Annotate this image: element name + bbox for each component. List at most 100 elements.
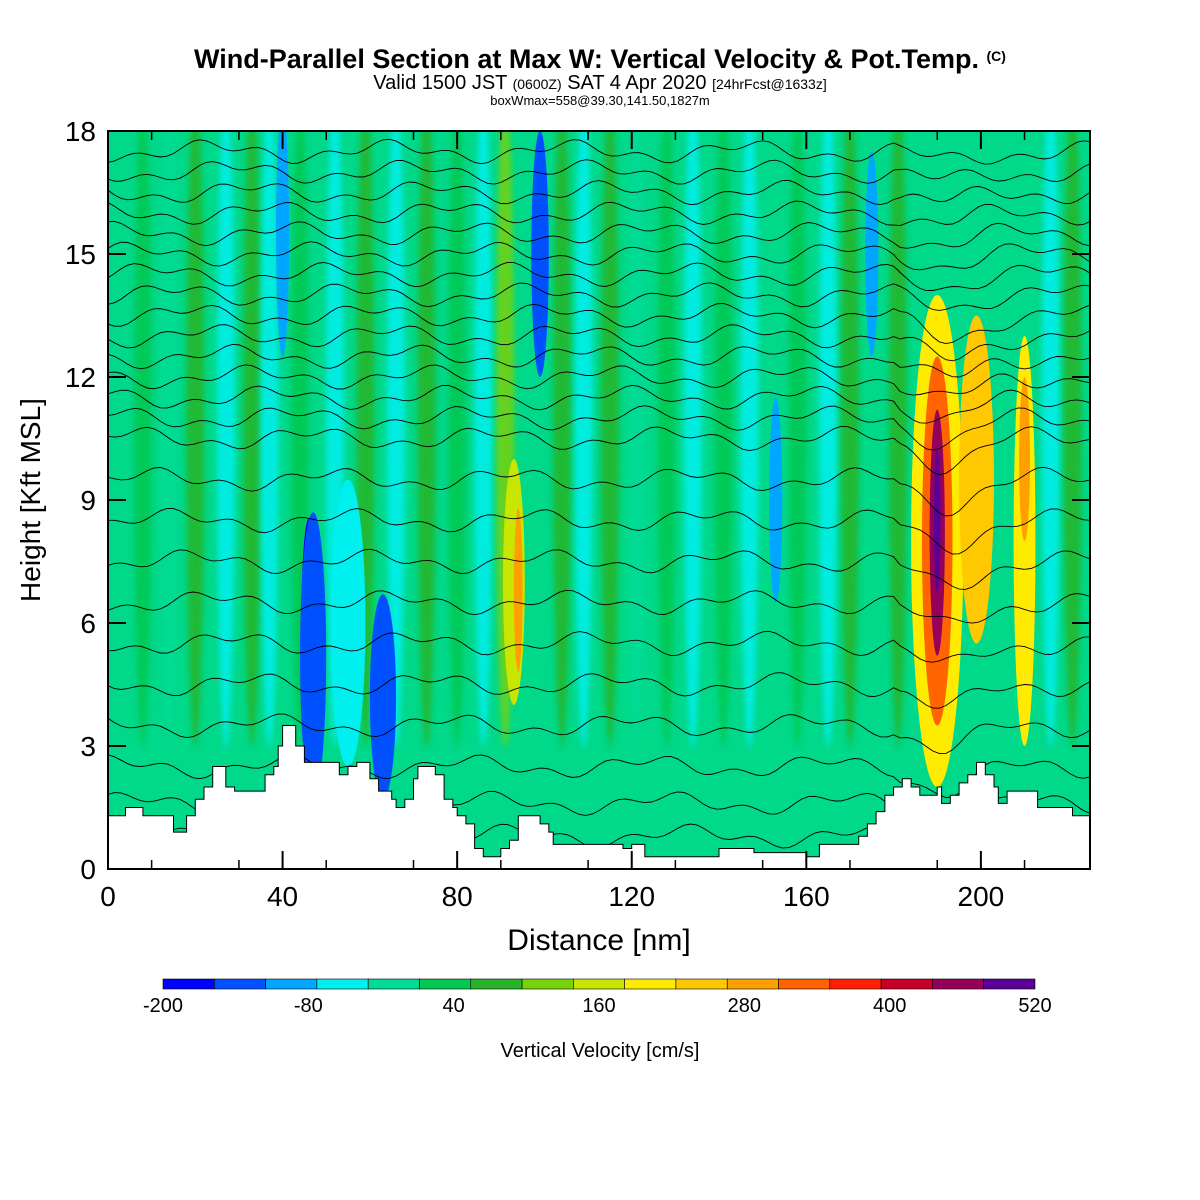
colorbar-label: Vertical Velocity [cm/s] [501, 1040, 700, 1062]
velocity-stripe [1063, 131, 1082, 748]
colorbar-swatch [470, 978, 523, 990]
forecast-info: [24hrFcst@1633z] [712, 76, 827, 92]
colorbar [162, 978, 1036, 990]
isentrope-line [108, 282, 1090, 311]
y-tick-label: 9 [80, 485, 96, 516]
isentrope-line [108, 672, 1090, 709]
colorbar-tick-label: 40 [443, 995, 465, 1017]
valid-utc: (0600Z) [512, 76, 562, 92]
y-tick-label: 18 [65, 116, 96, 147]
velocity-stripe [714, 131, 733, 748]
isentrope-line [108, 405, 1090, 451]
x-tick-label: 120 [608, 881, 655, 912]
velocity-cell [1019, 377, 1030, 541]
velocity-stripe [417, 131, 436, 748]
isentrope-line [108, 343, 1090, 378]
colorbar-swatch [265, 978, 318, 990]
velocity-stripe [133, 131, 152, 748]
velocity-cell [513, 508, 523, 673]
velocity-stripe [740, 131, 759, 748]
copyright-mark: (C) [986, 48, 1006, 64]
isentrope-line [108, 466, 1090, 517]
terrain-mask [108, 725, 1090, 869]
isentrope-line [108, 159, 1090, 185]
colorbar-swatch [778, 978, 831, 990]
isentrope-line [108, 138, 1090, 165]
y-tick-label: 0 [80, 854, 96, 885]
velocity-stripe [243, 131, 262, 748]
plot-area [108, 131, 1090, 869]
velocity-stripe [840, 131, 859, 748]
velocity-stripe [160, 131, 179, 748]
velocity-cell [959, 315, 994, 644]
colorbar-swatch [880, 978, 933, 990]
velocity-stripe [474, 131, 493, 748]
isentrope-line [108, 713, 1090, 755]
isentrope-line [108, 200, 1090, 227]
isentrope-line [108, 753, 1090, 798]
velocity-features [276, 131, 1036, 800]
velocity-stripe [600, 131, 619, 748]
isentrope-line [108, 220, 1090, 249]
colorbar-swatch [162, 978, 215, 990]
colorbar-swatch [316, 978, 369, 990]
colorbar-swatch [675, 978, 728, 990]
colorbar-tick-label: -80 [294, 995, 323, 1017]
velocity-cell [865, 151, 879, 357]
chart-title-text: Wind-Parallel Section at Max W: Vertical… [194, 44, 979, 74]
y-axis-ticks: 0 3 6 9 12 15 18 [65, 116, 1090, 885]
colorbar-swatch [521, 978, 574, 990]
isentrope-line [108, 425, 1090, 476]
x-axis-label: Distance [nm] [507, 924, 690, 957]
velocity-cell [769, 397, 783, 603]
box-max-info: boxWmax=558@39.30,141.50,1827m [490, 93, 710, 108]
isentrope-line [108, 241, 1090, 271]
x-axis-ticks: 0 40 80 120 160 200 [100, 131, 1026, 912]
velocity-cell [330, 479, 366, 767]
colorbar-tick-label: -200 [143, 995, 183, 1017]
x-tick-label: 40 [267, 881, 298, 912]
colorbar-tick-label: 280 [728, 995, 761, 1017]
isentrope-line [108, 508, 1090, 555]
y-axis-label: Height [Kft MSL] [15, 398, 46, 602]
colorbar-swatch [367, 978, 420, 990]
y-tick-label: 12 [65, 362, 96, 393]
isentrope-line [108, 303, 1090, 345]
colorbar-swatch [829, 978, 882, 990]
valid-date: SAT 4 Apr 2020 [567, 72, 707, 94]
velocity-stripes [133, 131, 1082, 748]
colorbar-swatch [983, 978, 1036, 990]
velocity-stripe [186, 131, 205, 748]
y-tick-label: 15 [65, 239, 96, 270]
colorbar-tick-label: 520 [1018, 995, 1051, 1017]
colorbar-tick-labels: -200 -80 40 160 280 400 520 [143, 995, 1052, 1017]
x-tick-label: 0 [100, 881, 116, 912]
velocity-stripe [888, 131, 907, 748]
velocity-cell [369, 594, 397, 800]
colorbar-swatch [932, 978, 985, 990]
chart-title: Wind-Parallel Section at Max W: Vertical… [0, 44, 1200, 75]
colorbar-swatch [573, 978, 625, 990]
y-tick-label: 6 [80, 608, 96, 639]
isentrope-line [108, 384, 1090, 424]
colorbar-swatch [419, 978, 472, 990]
y-tick-label: 3 [80, 731, 96, 762]
valid-time: Valid 1500 JST [373, 72, 508, 94]
velocity-stripe [552, 131, 571, 748]
x-tick-label: 200 [958, 881, 1005, 912]
isentrope-line [108, 180, 1090, 206]
colorbar-swatch [624, 978, 677, 990]
isentrope-line [108, 548, 1090, 590]
velocity-cell [933, 448, 941, 593]
velocity-cell [300, 512, 327, 800]
velocity-cell [531, 131, 549, 377]
velocity-stripe [819, 131, 838, 748]
isentrope-line [108, 262, 1090, 291]
isentrope-line [108, 364, 1090, 396]
isentrope-line [108, 630, 1090, 663]
x-tick-label: 80 [442, 881, 473, 912]
colorbar-swatch [213, 978, 266, 990]
velocity-stripe [627, 131, 646, 748]
velocity-stripe [657, 131, 676, 748]
